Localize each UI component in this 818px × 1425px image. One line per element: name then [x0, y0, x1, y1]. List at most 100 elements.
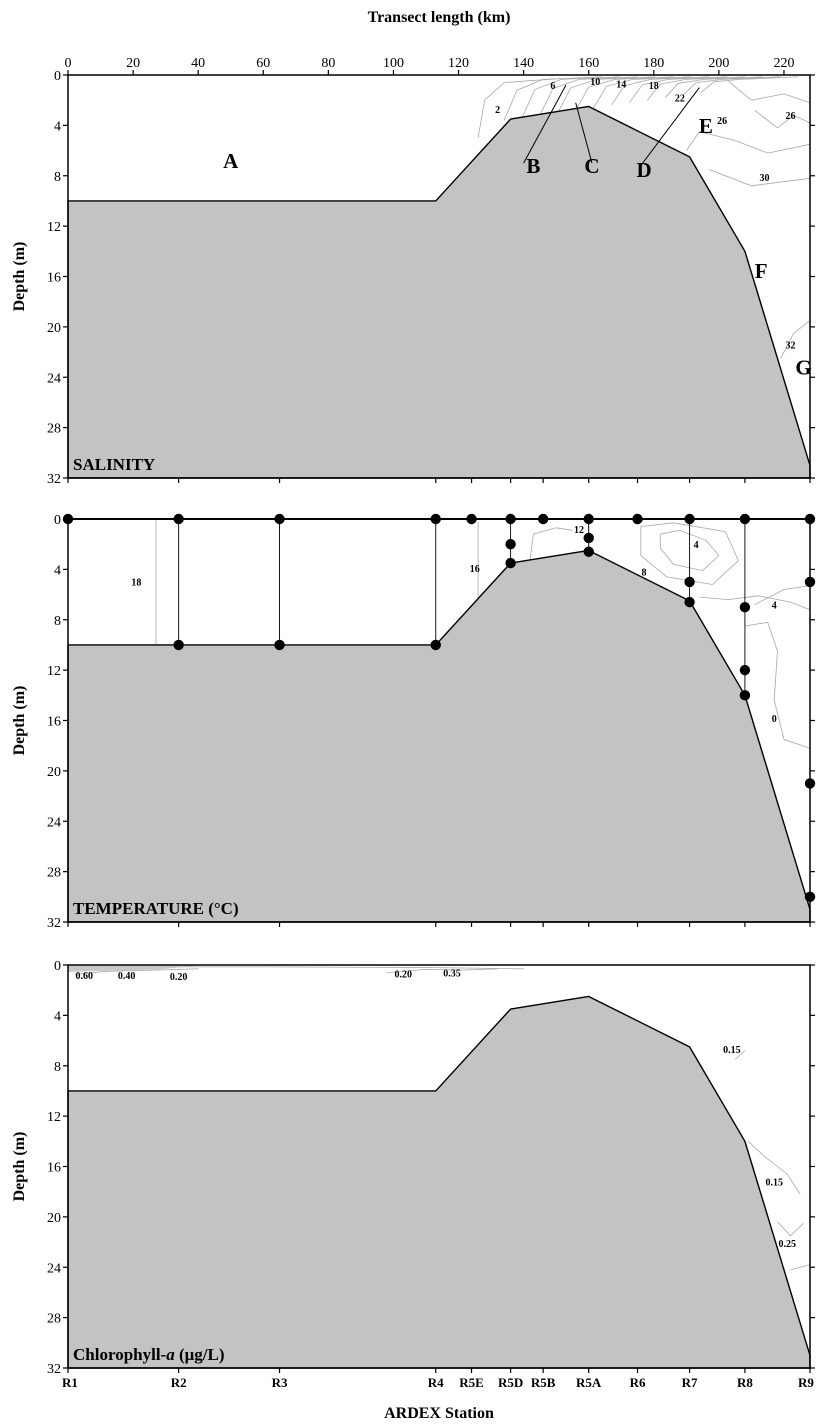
sample-point: [684, 576, 695, 588]
contour-label: 4: [694, 540, 699, 551]
contour-label: 0: [772, 714, 777, 725]
contour-line: [708, 169, 811, 187]
x-tick-label: 140: [513, 56, 534, 71]
contour-label: 32: [785, 340, 795, 351]
panel-label-temperature: TEMPERATURE (°C): [73, 899, 239, 918]
y-tick-label: 12: [47, 1110, 61, 1125]
contour-label: 22: [675, 93, 685, 104]
contour-label: 18: [649, 81, 659, 92]
contour-label: 26: [785, 111, 795, 122]
x-tick-label: 20: [126, 56, 140, 71]
contour-label: 4: [772, 600, 777, 611]
station-label: R4: [428, 1375, 444, 1390]
station-label: R6: [630, 1375, 646, 1390]
station-label: R9: [798, 1375, 814, 1390]
pointer-line: [523, 84, 567, 164]
contour-line: [557, 76, 656, 113]
panel-label-salinity: SALINITY: [73, 455, 155, 474]
y-tick-label: 32: [47, 1362, 61, 1377]
x-tick-label: 200: [708, 56, 729, 71]
contour-label: 16: [470, 564, 480, 575]
station-label: R2: [171, 1375, 187, 1390]
contour-line: [629, 76, 728, 103]
sample-point: [274, 639, 285, 651]
contour-line: [503, 76, 602, 121]
contour-line: [734, 1050, 746, 1060]
contour-line: [777, 1221, 804, 1237]
water-mass-f: F: [755, 259, 768, 283]
contour-line: [664, 76, 763, 98]
sample-point: [739, 601, 751, 613]
contour-label: 12: [574, 525, 584, 536]
sample-point: [739, 690, 751, 701]
contour-line: [699, 595, 811, 611]
water-mass-d: D: [636, 158, 651, 182]
seabed-profile: [67, 549, 811, 923]
y-axis-title: Depth (m): [11, 686, 28, 756]
station-label: R7: [682, 1375, 698, 1390]
sample-point: [505, 557, 516, 569]
contour-line: [790, 1264, 811, 1271]
contour-line: [646, 76, 745, 101]
pointer-line: [640, 87, 700, 166]
contour-line: [754, 109, 811, 129]
station-label: R3: [272, 1375, 288, 1390]
contour-label: 0.60: [76, 971, 94, 982]
x-tick-label: 180: [643, 56, 664, 71]
contour-line: [575, 76, 674, 111]
y-tick-label: 4: [54, 563, 61, 578]
station-label: R5E: [459, 1375, 484, 1390]
y-tick-label: 24: [47, 371, 61, 386]
sample-point: [173, 639, 184, 651]
y-tick-label: 20: [47, 1211, 61, 1226]
y-tick-label: 20: [47, 321, 61, 336]
y-tick-label: 8: [54, 1060, 61, 1075]
y-tick-label: 24: [47, 815, 61, 830]
contour-line: [685, 131, 811, 154]
station-label: R5D: [498, 1375, 523, 1390]
x-tick-label: 40: [191, 56, 205, 71]
sample-point: [505, 538, 516, 550]
water-mass-c: C: [584, 154, 599, 178]
contour-label: 8: [642, 568, 647, 579]
water-mass-b: B: [526, 154, 540, 178]
water-mass-e: E: [699, 114, 713, 138]
contour-line: [682, 76, 781, 96]
station-label: R5B: [531, 1375, 556, 1390]
temperature-panel: 18 16 12 8 4 4 0 0 4 8 12 16 20 24 28 32 Depth (m) TEMPER…: [11, 513, 816, 931]
y-tick-label: 12: [47, 220, 61, 235]
chlorophyll-panel: 0.60 0.40 0.20 0.20 0.35 0.15 0.15 0.25 0 4 8 12 16 2…: [11, 959, 815, 1390]
contour-line: [754, 585, 811, 605]
panel-label-chlorophyll: Chlorophyll-a (μg/L): [73, 1345, 225, 1364]
contour-label: 0.25: [778, 1239, 796, 1250]
y-tick-label: 28: [47, 422, 61, 437]
contour-line: [611, 76, 710, 106]
y-tick-label: 32: [47, 472, 61, 487]
contour-line: [700, 76, 799, 93]
y-tick-label: 16: [47, 715, 61, 730]
contour-label: 0.20: [394, 970, 412, 981]
water-mass-g: G: [795, 356, 811, 380]
sample-point: [684, 596, 695, 608]
y-tick-label: 12: [47, 664, 61, 679]
pointer-line: [575, 102, 593, 164]
contour-label: 14: [616, 80, 626, 91]
contour-label: 26: [717, 116, 727, 127]
seabed-profile: [67, 995, 811, 1369]
contour-label: 0.35: [443, 968, 461, 979]
contour-line: [659, 529, 720, 572]
salinity-contour-lines: [477, 76, 811, 359]
y-tick-label: 4: [54, 119, 61, 134]
contour-label: 18: [131, 578, 141, 589]
contour-line: [477, 78, 557, 139]
station-label: R5A: [576, 1375, 602, 1390]
contour-line: [728, 80, 811, 104]
sample-point: [583, 546, 594, 557]
x-tick-label: 60: [256, 56, 270, 71]
contour-label: 30: [759, 173, 769, 184]
sample-point: [430, 639, 441, 651]
sample-point: [583, 532, 594, 544]
y-tick-label: 24: [47, 1261, 61, 1276]
